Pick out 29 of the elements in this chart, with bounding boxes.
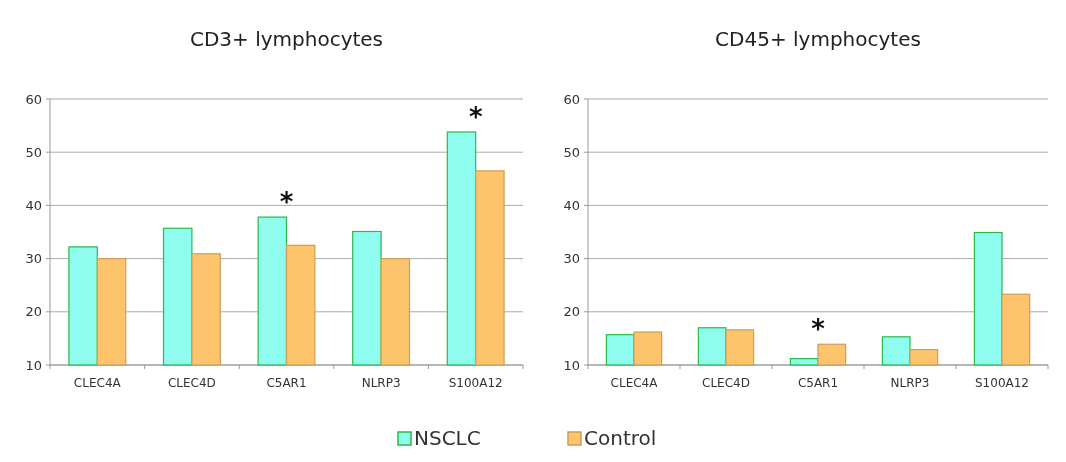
y-tick-label: 60	[25, 91, 42, 107]
y-tick-label: 40	[563, 197, 580, 213]
y-tick-label: 60	[563, 91, 580, 107]
y-tick-label: 20	[25, 304, 42, 320]
x-tick-label: CLEC4A	[73, 376, 122, 390]
x-tick-label: NLRP3	[890, 376, 930, 390]
y-tick-label: 50	[563, 144, 580, 160]
annotation: *	[279, 187, 294, 218]
y-tick-label: 10	[25, 357, 42, 373]
x-tick-label: C5AR1	[266, 376, 307, 390]
annotation: *	[468, 101, 483, 132]
y-tick-label: 40	[25, 197, 42, 213]
y-tick-label: 10	[563, 357, 580, 373]
y-tick-label: 30	[563, 251, 580, 267]
y-tick-label: 50	[25, 144, 42, 160]
annotation: *	[811, 314, 826, 345]
chart-title: CD3+ lymphocytes	[189, 27, 384, 51]
x-tick-label: NLRP3	[361, 376, 401, 390]
x-tick-label: S100A12	[975, 376, 1029, 390]
legend-label: Control	[584, 426, 657, 450]
x-tick-label: CLEC4A	[610, 376, 659, 390]
x-tick-label: C5AR1	[797, 376, 839, 390]
x-tick-label: S100A12	[448, 376, 503, 390]
y-tick-label: 30	[25, 251, 42, 267]
x-tick-label: CLEC4D	[702, 376, 750, 390]
y-tick-label: 20	[563, 304, 580, 320]
x-tick-label: CLEC4D	[167, 376, 216, 390]
chart-title: CD45+ lymphocytes	[715, 27, 921, 51]
legend-label: NSCLC	[414, 426, 481, 450]
